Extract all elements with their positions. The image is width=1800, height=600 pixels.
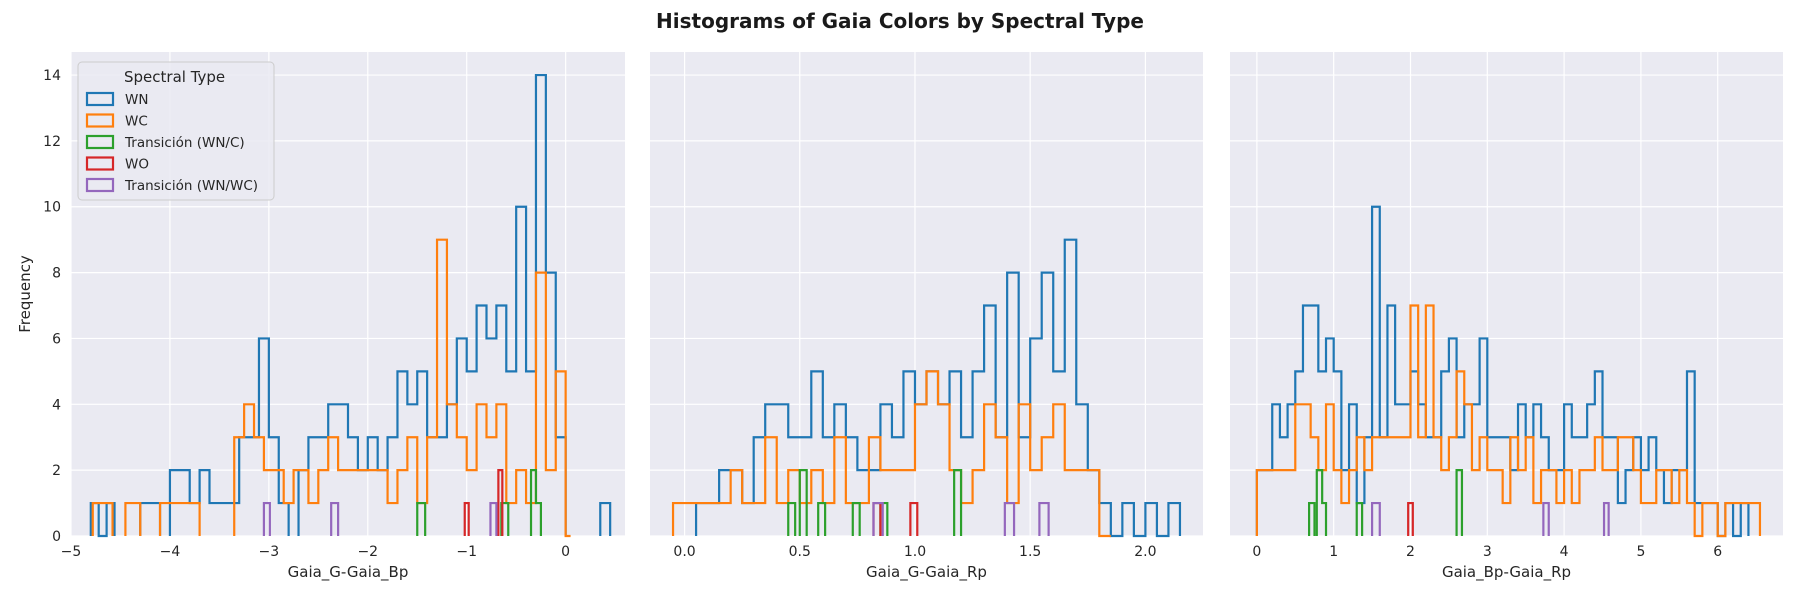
y-tick-label: 12: [43, 134, 61, 150]
x-axis-label: Gaia_G-Gaia_Bp: [288, 563, 409, 582]
y-axis-label: Frequency: [16, 255, 34, 333]
legend-swatch-transicion-wn-c: [85, 134, 115, 150]
legend-box: [77, 61, 275, 201]
legend-swatch-transicion-wn-wc: [85, 177, 115, 193]
panel-2: 0.0 0.5 1.0 1.5 2.0 Gaia_G-Gaia_Rp: [650, 52, 1203, 582]
x-tick-label: 0: [561, 544, 570, 560]
legend-label-wn: WN: [125, 92, 148, 108]
x-tick-label: −5: [61, 544, 82, 560]
y-tick-label: 6: [52, 331, 61, 347]
legend: Spectral Type WN WC Transición (WN/C) WO Tran…: [77, 61, 275, 201]
series-transicion-wn-wc: [1370, 501, 1610, 536]
plot-area: [1230, 52, 1783, 536]
series-transicion-wn-c: [787, 469, 963, 536]
y-tick-label: 4: [52, 397, 61, 413]
legend-label-transicion-wn-wc: Transición (WN/WC): [124, 178, 258, 194]
series-wn: [694, 238, 1182, 538]
x-tick-label: 5: [1636, 544, 1645, 560]
series-wc: [1255, 304, 1762, 538]
series-wc: [91, 238, 571, 538]
x-tick-label: −3: [259, 544, 280, 560]
legend-swatch-wc: [85, 113, 115, 128]
series-wo: [463, 469, 504, 536]
panels: −5 −4 −3 −2 −1 002468101214Gaia_G-Gaia_BpFreq…: [16, 52, 1783, 582]
y-tick-label: 14: [43, 68, 61, 84]
y-tick-label: 2: [52, 463, 61, 479]
x-tick-label: 4: [1560, 544, 1569, 560]
x-tick-label: 1.0: [904, 544, 926, 560]
legend-label-wc: WC: [125, 114, 148, 130]
x-tick-label: 0.0: [673, 544, 695, 560]
y-tick-label: 8: [52, 266, 61, 282]
series-wo: [1407, 501, 1414, 536]
series-transicion-wn-c: [1308, 469, 1464, 536]
x-tick-label: 3: [1483, 544, 1492, 560]
panel-3: 0 1 2 3 4 5 6 Gaia_Bp-Gaia_Rp: [1230, 52, 1783, 582]
x-axis-label: Gaia_Bp-Gaia_Rp: [1442, 563, 1571, 582]
x-tick-label: −1: [456, 544, 477, 560]
x-tick-label: 6: [1713, 544, 1722, 560]
x-tick-label: −4: [160, 544, 181, 560]
x-tick-label: 0.5: [789, 544, 811, 560]
series-wc: [671, 370, 1111, 538]
x-tick-label: 2: [1406, 544, 1415, 560]
x-tick-label: −2: [357, 544, 378, 560]
legend-swatch-wo: [85, 156, 115, 171]
x-tick-label: 2.0: [1134, 544, 1156, 560]
y-tick-label: 10: [43, 200, 61, 216]
legend-label-transicion-wn-c: Transición (WN/C): [124, 135, 245, 151]
x-tick-label: 0: [1252, 544, 1261, 560]
series-transicion-wn-wc: [872, 501, 1050, 536]
series-transicion-wn-wc: [262, 501, 498, 536]
figure-title: Histograms of Gaia Colors by Spectral Ty…: [656, 9, 1144, 33]
x-tick-label: 1: [1329, 544, 1338, 560]
plot-area: [650, 52, 1203, 536]
legend-swatch-wn: [85, 91, 115, 107]
y-tick-label: 0: [52, 529, 61, 545]
x-axis-label: Gaia_G-Gaia_Rp: [866, 563, 987, 582]
legend-label-wo: WO: [125, 157, 149, 173]
series-wn: [89, 73, 612, 538]
series-wn: [1255, 205, 1750, 538]
x-tick-label: 1.5: [1019, 544, 1041, 560]
legend-title: Spectral Type: [124, 68, 225, 86]
